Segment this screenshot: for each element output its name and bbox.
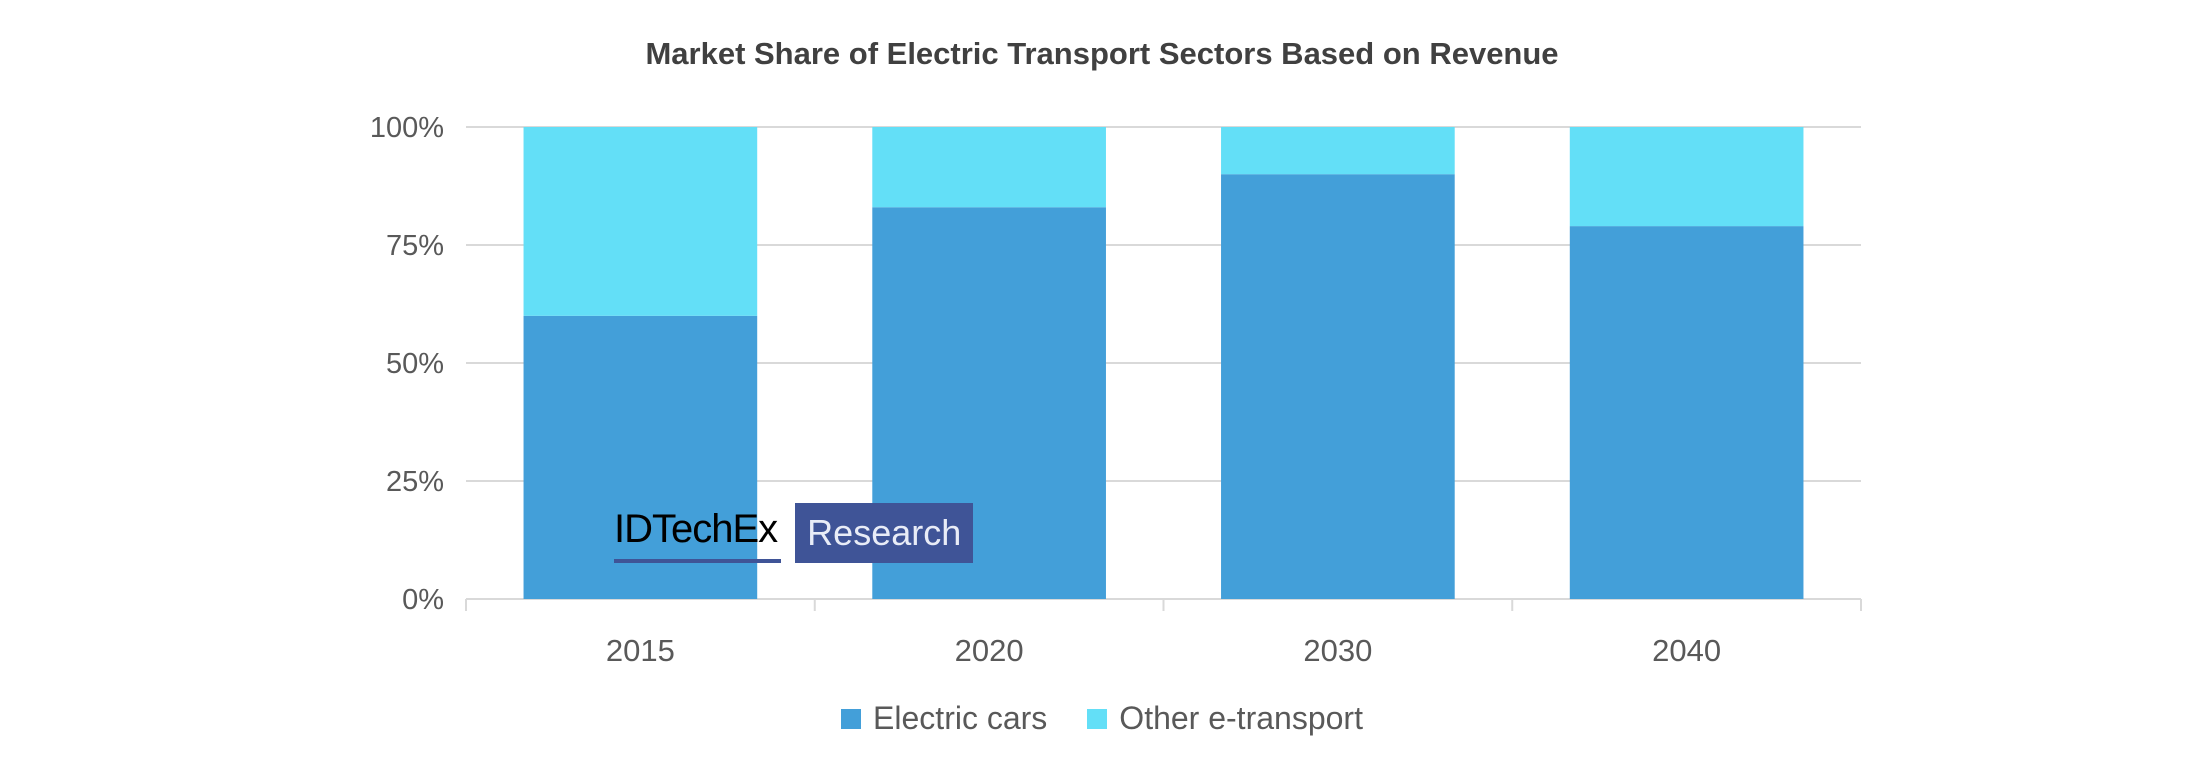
legend-label: Electric cars (873, 700, 1048, 736)
x-tick-label: 2015 (606, 633, 675, 668)
legend-swatch (841, 708, 862, 729)
bar-electric-cars-2015 (523, 315, 758, 599)
x-tick-label: 2020 (955, 633, 1024, 668)
bar-other-e-transport-2015 (523, 127, 758, 316)
y-tick-label: 50% (386, 348, 444, 380)
legend-item-other-e-transport: Other e-transport (1087, 700, 1363, 737)
legend-item-electric-cars: Electric cars (841, 700, 1047, 737)
bar-other-e-transport-2040 (1569, 127, 1804, 227)
bar-electric-cars-2030 (1221, 174, 1455, 599)
x-tick-label: 2040 (1652, 633, 1721, 668)
bar-electric-cars-2040 (1569, 226, 1804, 599)
bar-other-e-transport-2020 (872, 127, 1106, 208)
y-tick-label: 75% (386, 230, 444, 262)
legend: Electric cars Other e-transport (0, 700, 2204, 737)
idtechex-logo: IDTechEx Research (614, 503, 974, 563)
legend-label: Other e-transport (1119, 700, 1363, 736)
x-tick-label: 2030 (1303, 633, 1372, 668)
y-tick-label: 100% (370, 112, 444, 144)
logo-suffix: Research (795, 503, 974, 563)
bar-other-e-transport-2030 (1221, 127, 1455, 175)
y-tick-label: 0% (402, 584, 444, 616)
legend-swatch (1087, 708, 1108, 729)
y-tick-label: 25% (386, 466, 444, 498)
chart-title: Market Share of Electric Transport Secto… (645, 36, 1559, 71)
logo-brand: IDTechEx (614, 503, 782, 563)
